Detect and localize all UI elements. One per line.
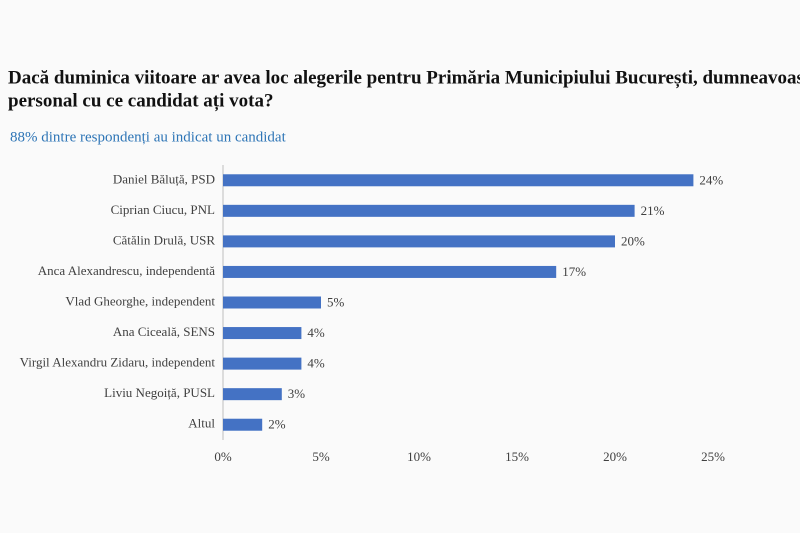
- chart-title: Dacă duminica viitoare ar avea loc alege…: [8, 67, 800, 88]
- y-tick-label: Cătălin Drulă, USR: [113, 232, 216, 247]
- bar: [223, 357, 302, 370]
- x-tick-label: 5%: [312, 449, 330, 464]
- chart-subtitle: 88% dintre respondenți au indicat un can…: [10, 129, 287, 145]
- bar: [223, 174, 694, 187]
- data-label: 4%: [307, 325, 325, 340]
- x-tick-label: 10%: [407, 449, 431, 464]
- data-label: 3%: [288, 386, 306, 401]
- data-label: 5%: [327, 294, 345, 309]
- y-tick-label: Vlad Gheorghe, independent: [65, 293, 215, 308]
- data-label: 20%: [621, 233, 645, 248]
- bar: [223, 235, 615, 248]
- x-tick-label: 0%: [214, 449, 232, 464]
- bar: [223, 388, 282, 401]
- y-tick-label: Altul: [188, 416, 215, 431]
- x-tick-label: 25%: [701, 449, 725, 464]
- y-tick-label: Ciprian Ciucu, PNL: [111, 202, 215, 217]
- y-tick-label: Anca Alexandrescu, independentă: [38, 263, 215, 278]
- y-tick-label: Daniel Băluță, PSD: [113, 171, 215, 186]
- data-label: 17%: [562, 264, 586, 279]
- bar: [223, 296, 321, 309]
- data-label: 2%: [268, 417, 286, 432]
- data-label: 21%: [641, 203, 665, 218]
- bar: [223, 265, 557, 278]
- y-tick-label: Liviu Negoiță, PUSL: [104, 385, 215, 400]
- data-label: 4%: [307, 356, 325, 371]
- bar: [223, 204, 635, 217]
- y-tick-label: Ana Ciceală, SENS: [113, 324, 215, 339]
- bar: [223, 418, 263, 431]
- x-tick-label: 20%: [603, 449, 627, 464]
- x-tick-label: 15%: [505, 449, 529, 464]
- data-label: 24%: [699, 172, 723, 187]
- bar: [223, 327, 302, 340]
- chart-title: personal cu ce candidat ați vota?: [8, 90, 273, 111]
- y-tick-label: Virgil Alexandru Zidaru, independent: [20, 355, 216, 370]
